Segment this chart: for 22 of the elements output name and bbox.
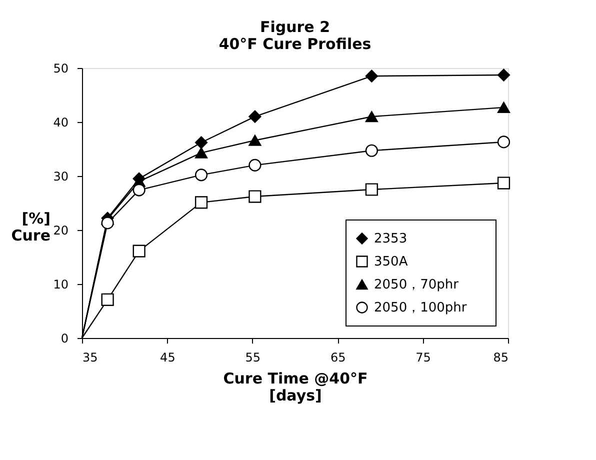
- x-tick-label: 45: [160, 350, 176, 364]
- x-tick-label: 35: [82, 350, 98, 364]
- text: Cure Time @40°F: [223, 370, 368, 388]
- text: Figure 2: [260, 18, 330, 36]
- y-tick-label: 30: [53, 170, 68, 184]
- x-tick-label: 55: [245, 350, 261, 364]
- text: 40°F Cure Profiles: [218, 35, 372, 53]
- x-tick-label: 65: [330, 350, 346, 364]
- x-tick-label: 85: [493, 350, 508, 364]
- y-tick-label: 10: [53, 278, 68, 292]
- text: [%]: [22, 210, 50, 228]
- x-tick-label: 75: [416, 350, 431, 364]
- y-tick-label: 0: [60, 332, 68, 346]
- legend-label: 350A: [374, 254, 408, 270]
- text: Cure: [11, 226, 50, 244]
- legend-label: 2050，70phr: [374, 278, 460, 292]
- legend-label: 2050，100phr: [374, 300, 468, 316]
- text: [days]: [269, 386, 322, 404]
- y-tick-label: 20: [53, 224, 68, 238]
- y-tick-label: 40: [53, 116, 68, 130]
- y-tick-label: 50: [53, 62, 68, 76]
- legend-label: 2353: [374, 232, 408, 246]
